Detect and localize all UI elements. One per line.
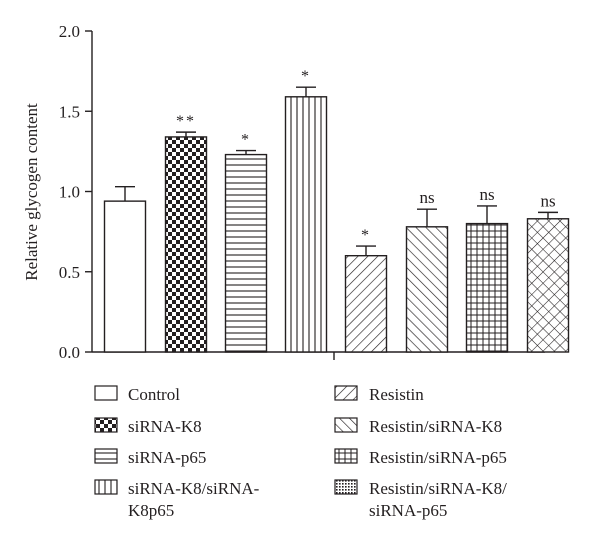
significance-label-2: *	[241, 132, 251, 149]
y-tick-label-0: 0.0	[59, 343, 80, 362]
legend-label-2: siRNA-p65	[128, 448, 206, 467]
legend-label-3: siRNA-K8/siRNA-	[128, 479, 260, 498]
legend-swatch-1	[94, 417, 118, 433]
significance-label-4: *	[361, 227, 371, 244]
legend-label-3-line2: K8p65	[128, 501, 174, 520]
legend-swatch-2	[94, 448, 118, 464]
significance-label-7: ns	[540, 191, 555, 210]
bar-4	[344, 254, 388, 353]
y-tick-label-4: 2.0	[59, 22, 80, 41]
legend-swatch-6	[334, 448, 358, 464]
y-tick-label-2: 1.0	[59, 183, 80, 202]
legend-label-4: Resistin	[369, 385, 424, 404]
bars-group: *****ns ns ns	[103, 68, 570, 353]
legend-label-6: Resistin/siRNA-p65	[369, 448, 507, 467]
legend-swatch-0	[94, 385, 118, 401]
legend-label-5: Resistin/siRNA-K8	[369, 417, 502, 436]
bar-7	[526, 218, 570, 353]
significance-label-6: ns	[479, 185, 494, 204]
significance-label-5: ns	[419, 188, 434, 207]
legend-label-0: Control	[128, 385, 180, 404]
bar-6	[465, 222, 509, 353]
significance-label-3: *	[301, 68, 311, 85]
legend-swatch-4	[334, 385, 358, 401]
y-tick-label-1: 0.5	[59, 263, 80, 282]
legend: Control siRNA-K8 siRNA-p65 siRNA-K8/siRNA- K…	[94, 385, 507, 520]
significance-label-1: **	[176, 113, 196, 130]
bar-5	[405, 226, 449, 353]
y-axis-label: Relative glycogen content	[22, 103, 41, 281]
legend-label-7-line2: siRNA-p65	[369, 501, 447, 520]
legend-swatch-3	[94, 479, 118, 495]
legend-label-1: siRNA-K8	[128, 417, 202, 436]
bar-3	[284, 96, 328, 353]
y-tick-label-3: 1.5	[59, 102, 80, 121]
bar-0	[103, 200, 147, 353]
legend-swatch-5	[334, 417, 358, 433]
bar-1	[164, 136, 208, 353]
legend-swatch-7	[334, 479, 358, 495]
legend-label-7: Resistin/siRNA-K8/	[369, 479, 507, 498]
bar-2	[224, 153, 268, 353]
